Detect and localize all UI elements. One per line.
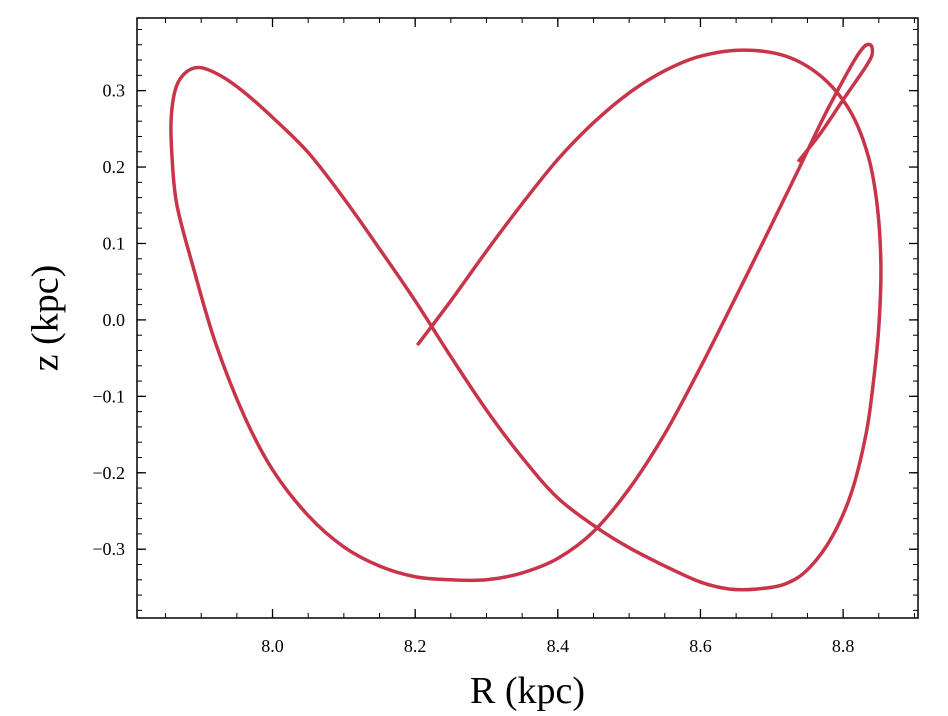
y-tick-label: 0.1 — [103, 233, 126, 253]
y-axis-label: z (kpc) — [24, 265, 66, 372]
y-tick-label: 0.3 — [103, 81, 126, 101]
plot-frame — [136, 17, 919, 619]
y-tick-label: 0.0 — [103, 310, 126, 330]
y-tick-label: −0.2 — [92, 463, 125, 483]
series-layer — [169, 42, 883, 592]
y-tick-label: −0.3 — [92, 539, 125, 559]
x-tick-label: 8.8 — [832, 636, 855, 656]
orbit-line-0 — [169, 42, 883, 592]
axis-ticks — [137, 18, 918, 618]
x-tick-label: 8.2 — [404, 636, 427, 656]
x-axis-label: R (kpc) — [470, 670, 585, 712]
tick-labels: 8.0 8.2 8.4 8.6 8.8 0.3 0.2 0.1 0.0 −0.1 −0.2 −0.3 — [92, 81, 854, 656]
y-tick-label: 0.2 — [103, 157, 126, 177]
x-tick-label: 8.6 — [689, 636, 712, 656]
x-tick-label: 8.0 — [261, 636, 284, 656]
x-tick-label: 8.4 — [547, 636, 570, 656]
y-tick-label: −0.1 — [92, 386, 125, 406]
